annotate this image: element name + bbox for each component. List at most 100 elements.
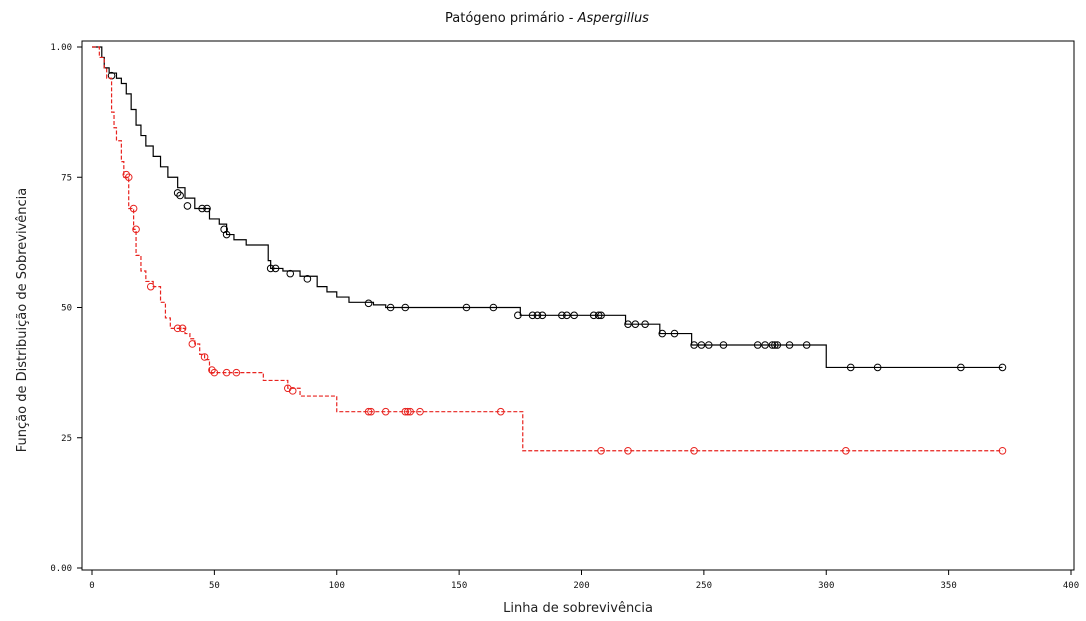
censor-marker	[124, 173, 133, 182]
censor-marker	[697, 341, 706, 349]
censor-marker	[496, 407, 505, 416]
censor-marker	[768, 341, 777, 349]
censor-marker	[624, 320, 632, 328]
censor-marker	[631, 320, 640, 328]
censor-marker	[690, 341, 698, 349]
censor-marker	[597, 311, 605, 320]
censor-marker	[771, 341, 779, 349]
x-axis-label: Linha de sobrevivência	[503, 601, 653, 616]
censor-marker	[570, 311, 578, 320]
censor-marker	[594, 311, 603, 320]
censor-marker	[188, 340, 197, 348]
censor-marker	[364, 299, 373, 308]
y-tick-label: 0.00	[50, 564, 72, 574]
censor-marker	[998, 446, 1007, 455]
censor-marker	[489, 303, 498, 312]
y-tick-label: 50	[61, 304, 72, 314]
censor-marker	[761, 341, 769, 349]
censor-marker	[210, 368, 219, 377]
chart-title-emphasis: Aspergillus	[577, 11, 650, 26]
censor-marker	[597, 446, 605, 455]
x-tick-label: 150	[451, 581, 467, 591]
censor-marker	[589, 311, 598, 320]
censor-marker	[132, 225, 140, 234]
y-tick-label: 1.00	[50, 43, 72, 53]
survival-curve-2	[92, 46, 1003, 452]
censor-marker	[514, 311, 522, 320]
x-axis: 0 50 100 150 200 250 300 350 400	[89, 570, 1079, 591]
censor-marker	[416, 407, 424, 416]
chart-title-prefix: Patógeno primário -	[445, 11, 578, 26]
censor-marker	[381, 407, 390, 416]
plot-frame	[81, 40, 1075, 571]
x-tick-label: 350	[940, 581, 956, 591]
censor-marker	[719, 341, 728, 349]
censor-marker	[641, 320, 649, 328]
series-2	[92, 46, 1007, 455]
censor-marker	[846, 363, 855, 372]
series-layer	[92, 46, 1007, 455]
censor-marker	[403, 407, 412, 416]
censor-marker	[538, 311, 547, 320]
censor-marker	[203, 204, 211, 213]
censor-marker	[183, 202, 192, 210]
censor-marker	[200, 353, 209, 361]
y-tick-label: 25	[61, 434, 72, 444]
censor-marker	[176, 191, 184, 200]
censor-marker	[122, 170, 131, 179]
censor-marker	[704, 341, 713, 349]
censor-marker	[146, 282, 155, 291]
censor-marker	[288, 387, 297, 395]
censor-marker	[386, 303, 395, 312]
x-tick-label: 300	[818, 581, 834, 591]
y-axis: 0.00 25 50 75 1.00	[50, 43, 82, 574]
censor-marker	[873, 363, 882, 372]
censor-marker	[658, 329, 667, 338]
censor-marker	[364, 407, 373, 416]
censor-marker	[367, 407, 375, 416]
censor-marker	[303, 275, 312, 283]
censor-marker	[462, 303, 471, 312]
censor-marker	[785, 341, 794, 349]
censor-marker	[690, 446, 698, 455]
censor-marker	[998, 363, 1007, 372]
censor-marker	[178, 324, 187, 333]
censor-marker	[528, 311, 537, 320]
survival-curve-1	[92, 46, 1003, 369]
censor-marker	[173, 189, 182, 197]
censor-marker	[232, 368, 241, 377]
censor-marker	[670, 329, 679, 338]
censor-marker	[401, 407, 410, 416]
censor-marker	[266, 264, 275, 273]
censor-marker	[624, 446, 632, 455]
censor-marker	[753, 341, 762, 349]
x-tick-label: 50	[209, 581, 220, 591]
censor-marker	[286, 269, 295, 278]
censor-marker	[129, 204, 138, 213]
censor-marker	[401, 303, 410, 312]
censor-marker	[208, 366, 216, 374]
censor-marker	[842, 446, 850, 455]
chart-title: Patógeno primário - Aspergillus	[445, 11, 649, 26]
x-tick-label: 100	[329, 581, 345, 591]
y-axis-label: Função de Distribuição de Sobrevivência	[15, 188, 30, 452]
censor-marker	[406, 407, 414, 416]
censor-marker	[533, 311, 542, 320]
censor-marker	[222, 368, 231, 377]
x-tick-label: 0	[89, 581, 94, 591]
censor-marker	[173, 324, 182, 333]
x-tick-label: 200	[573, 581, 589, 591]
censor-marker	[198, 204, 206, 213]
censor-marker	[222, 230, 231, 239]
censor-marker	[802, 341, 811, 349]
x-tick-label: 400	[1063, 581, 1079, 591]
censor-marker	[558, 311, 566, 320]
y-tick-label: 75	[61, 173, 72, 183]
censor-marker	[271, 264, 280, 273]
series-1	[92, 46, 1007, 372]
x-tick-label: 250	[696, 581, 712, 591]
censor-marker	[957, 363, 965, 372]
censor-marker	[773, 341, 782, 349]
censor-marker	[563, 311, 571, 320]
